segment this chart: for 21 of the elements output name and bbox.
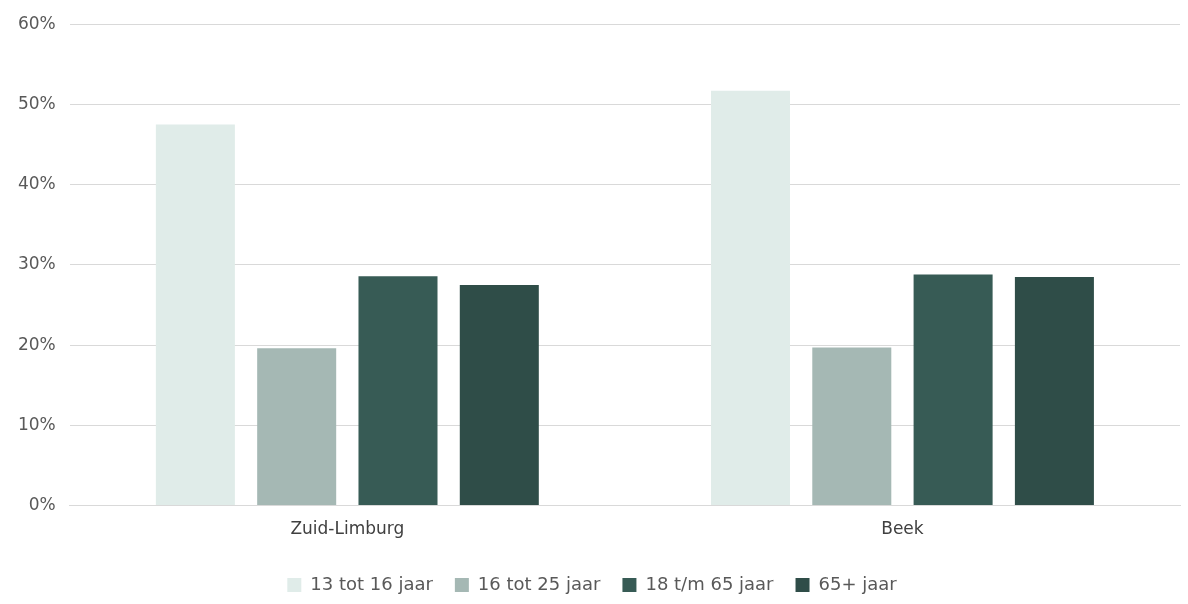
legend-label: 18 t/m 65 jaar [645,572,775,594]
y-tick-label: 50% [17,92,56,113]
bar [1014,276,1094,506]
y-tick-label: 10% [17,413,56,434]
bar [358,276,438,506]
bar [913,274,993,506]
bar [812,347,892,506]
bar [710,90,790,506]
bar [257,348,337,506]
legend-label: 16 tot 25 jaar [477,572,602,594]
y-tick-label: 20% [17,333,56,354]
legend-label: 65+ jaar [818,572,898,594]
y-tick-label: 30% [17,253,56,274]
y-tick-label: 0% [28,494,56,515]
x-tick-label: Zuid-Limburg [290,518,405,539]
x-tick-label: Beek [881,518,924,539]
bar [155,124,235,506]
bar [459,284,539,506]
legend-label: 13 tot 16 jaar [310,572,434,594]
y-tick-label: 40% [17,173,56,194]
y-tick-label: 60% [17,12,56,33]
